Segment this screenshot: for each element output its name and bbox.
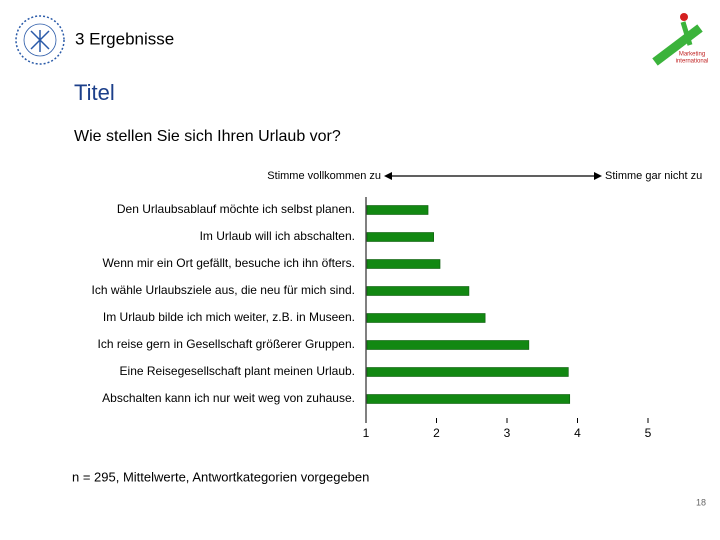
category-label: Im Urlaub will ich abschalten.	[200, 229, 355, 243]
bar	[366, 367, 569, 377]
chart-title: Wie stellen Sie sich Ihren Urlaub vor?	[74, 128, 341, 145]
logo-text: Marketing	[679, 52, 705, 58]
x-tick-label: 5	[645, 426, 652, 440]
left-logo	[15, 15, 65, 65]
category-label: Ich reise gern in Gesellschaft größerer …	[98, 337, 355, 351]
header: 3 Ergebnisse	[75, 29, 174, 48]
x-tick-label: 3	[504, 426, 511, 440]
category-label: Abschalten kann ich nur weit weg von zuh…	[102, 391, 355, 405]
arrow	[384, 172, 602, 180]
category-label: Im Urlaub bilde ich mich weiter, z.B. in…	[103, 310, 355, 324]
category-label: Wenn mir ein Ort gefällt, besuche ich ih…	[102, 256, 355, 270]
bar	[366, 259, 441, 269]
slide-title: Titel	[74, 80, 115, 105]
x-tick-label: 4	[574, 426, 581, 440]
bar	[366, 205, 429, 215]
right-logo: Marketing international	[652, 13, 709, 66]
x-tick-label: 1	[363, 426, 370, 440]
category-label: Den Urlaubsablauf möchte ich selbst plan…	[117, 202, 355, 216]
footnote: n = 295, Mittelwerte, Antwortkategorien …	[72, 469, 369, 484]
logo-text: international	[676, 59, 709, 65]
category-label: Eine Reisegesellschaft plant meinen Urla…	[120, 364, 355, 378]
bar	[366, 340, 530, 350]
x-tick-label: 2	[433, 426, 440, 440]
bar	[366, 394, 571, 404]
bar	[366, 313, 486, 323]
bar	[366, 232, 434, 242]
page-number: 18	[696, 497, 706, 507]
annotation: Stimme gar nicht zu	[605, 170, 702, 182]
category-label: Ich wähle Urlaubsziele aus, die neu für …	[92, 283, 355, 297]
bar	[366, 286, 470, 296]
annotation: Stimme vollkommen zu	[267, 170, 381, 182]
